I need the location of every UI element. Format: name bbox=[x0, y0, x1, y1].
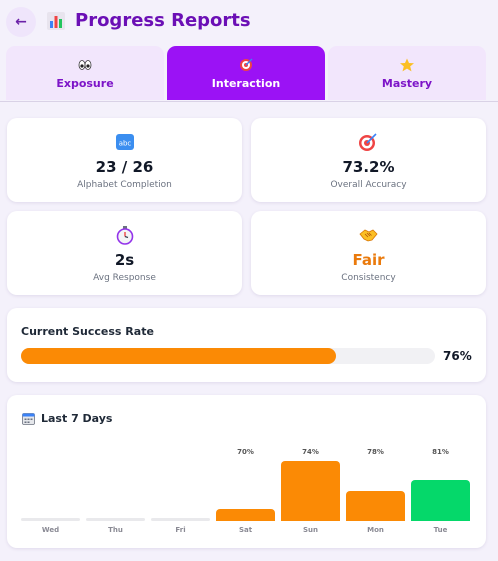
success-rate-card bbox=[7, 308, 486, 382]
day-label: Thu bbox=[108, 526, 123, 534]
stat-card-response: 2s Avg Response bbox=[7, 211, 242, 295]
stat-label: Alphabet Completion bbox=[77, 180, 172, 190]
day-pct-label: 78% bbox=[367, 448, 384, 456]
stat-label: Avg Response bbox=[93, 273, 156, 283]
day-bar-fri bbox=[151, 518, 210, 521]
day-label: Wed bbox=[41, 526, 60, 534]
stat-value: 73.2% bbox=[342, 158, 395, 176]
stat-card-accuracy: 73.2% Overall Accuracy bbox=[251, 118, 486, 202]
success-rate-track bbox=[21, 348, 435, 364]
success-rate-title: Current Success Rate bbox=[21, 325, 154, 338]
stat-card-alphabet: abc 23 / 26 Alphabet Completion bbox=[7, 118, 242, 202]
target-icon bbox=[240, 58, 253, 71]
day-pct-label: 74% bbox=[302, 448, 319, 456]
day-bar-sun bbox=[281, 461, 340, 521]
day-label: Tue bbox=[433, 526, 448, 534]
stat-value: 23 / 26 bbox=[95, 158, 154, 176]
day-label: Mon bbox=[367, 526, 384, 534]
back-button[interactable]: ← bbox=[6, 7, 36, 37]
tab-label: Exposure bbox=[56, 77, 114, 90]
day-label: Sun bbox=[302, 526, 318, 534]
handshake-icon bbox=[359, 229, 378, 242]
tab-bar: Exposure Interaction Mastery bbox=[0, 46, 498, 102]
tab-interaction[interactable]: Interaction bbox=[167, 46, 325, 100]
target-icon bbox=[359, 133, 377, 151]
day-label: Fri bbox=[175, 526, 186, 534]
abc-icon: abc bbox=[116, 134, 134, 150]
day-bar-mon bbox=[346, 491, 405, 521]
star-icon bbox=[400, 58, 414, 72]
stopwatch-icon bbox=[116, 226, 134, 245]
success-rate-fill bbox=[21, 348, 336, 364]
stat-card-consistency: Fair Consistency bbox=[251, 211, 486, 295]
day-pct-label: 70% bbox=[237, 448, 254, 456]
success-rate-percent: 76% bbox=[443, 349, 472, 363]
day-bar-sat bbox=[216, 509, 275, 521]
tab-mastery[interactable]: Mastery bbox=[328, 46, 486, 100]
day-bar-tue bbox=[411, 480, 470, 521]
app-header: ← Progress Reports bbox=[0, 0, 498, 46]
page-title: Progress Reports bbox=[75, 10, 251, 31]
bar-chart-icon bbox=[47, 12, 65, 30]
last7-card bbox=[7, 395, 486, 548]
tab-label: Mastery bbox=[381, 77, 433, 90]
calendar-icon bbox=[22, 413, 35, 425]
last7-title: Last 7 Days bbox=[41, 412, 113, 425]
svg-text:abc: abc bbox=[119, 140, 132, 148]
day-bar-wed bbox=[21, 518, 80, 521]
tab-label: Interaction bbox=[211, 77, 281, 90]
tab-exposure[interactable]: Exposure bbox=[6, 46, 164, 100]
day-bar-thu bbox=[86, 518, 145, 521]
stat-label: Overall Accuracy bbox=[330, 180, 407, 190]
stat-value: Fair bbox=[352, 251, 385, 269]
eyes-icon bbox=[78, 60, 92, 70]
day-pct-label: 81% bbox=[432, 448, 449, 456]
stat-value: 2s bbox=[114, 251, 135, 269]
day-label: Sat bbox=[238, 526, 253, 534]
stat-label: Consistency bbox=[341, 273, 396, 283]
